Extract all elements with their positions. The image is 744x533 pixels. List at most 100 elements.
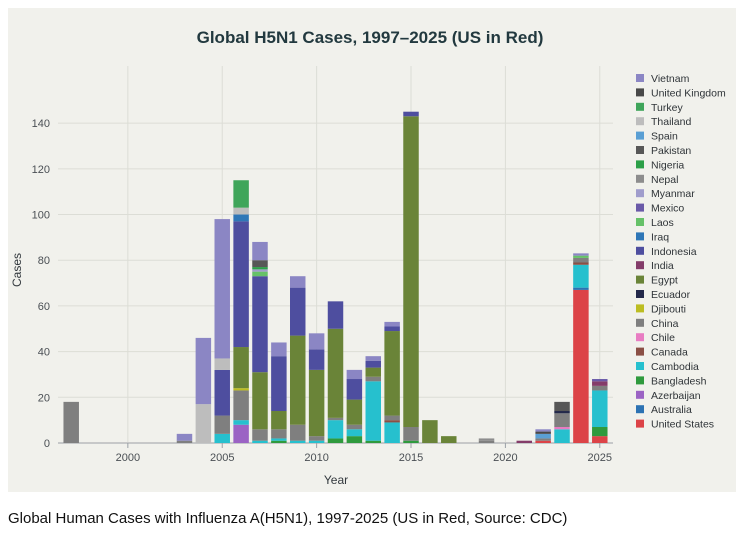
bar-indonesia-2007 [252,276,268,373]
legend-label-laos: Laos [651,217,674,229]
bar-thailand-2004 [195,404,212,443]
y-tick-label: 60 [38,301,50,313]
bar-egypt-2016 [422,420,438,443]
bar-bangladesh-2025 [592,427,608,437]
bar-bangladesh-2013 [365,440,381,443]
x-tick-label: 2010 [304,452,328,464]
legend-label-ecuador: Ecuador [651,289,691,301]
bar-nigeria-2007 [252,267,268,270]
bar-indonesia-2014 [384,326,400,332]
bar-indonesia-2011 [327,301,344,329]
y-tick-label: 0 [44,438,50,450]
legend-swatch-cambodia [636,362,644,370]
y-axis-label: Cases [10,253,24,287]
x-tick-label: 2000 [116,452,140,464]
bar-china-2012 [346,424,363,430]
legend-label-bangladesh: Bangladesh [651,375,707,387]
y-tick-label: 40 [38,347,50,359]
bar-egypt-2007 [252,372,268,430]
y-tick-label: 100 [32,210,50,222]
bar-cambodia-2006 [233,420,249,425]
legend-label-djibouti: Djibouti [651,303,686,315]
bar-china-2007 [252,429,268,441]
legend-label-australia: Australia [651,404,692,416]
bar-china-2023 [554,413,570,428]
legend-label-iraq: Iraq [651,231,669,243]
legend: Vietnam United Kingdom Turkey Thailand Spain… [636,73,726,431]
legend-label-chile: Chile [651,332,675,344]
legend-label-nepal: Nepal [651,174,678,186]
legend-label-mexico: Mexico [651,203,684,215]
legend-label-azerbaijan: Azerbaijan [651,390,701,402]
bar-chile-2023 [554,427,570,430]
chart-figure: Global H5N1 Cases, 1997–2025 (US in Red)… [8,8,736,492]
bar-vietnam-2022 [535,429,551,432]
legend-swatch-pakistan [636,146,644,154]
axis-layer: 0 20 40 60 80 100 120 140 2000 2005 2010 2015 2020 20… [32,118,612,464]
bar-vietnam-2004 [195,337,212,405]
bar-cambodia-2007 [252,440,268,443]
bar-pakistan-2007 [252,260,268,268]
legend-swatch-vietnam [636,74,644,82]
x-tick-label: 2025 [588,452,612,464]
legend-label-spain: Spain [651,131,678,143]
bar-egypt-2010 [308,369,325,437]
legend-label-india: India [651,260,674,272]
bar-china-2025 [592,385,608,391]
bar-cambodia-2010 [308,440,325,443]
bar-australia-2024 [573,287,589,290]
bar-azerbaijan-2006 [233,424,249,443]
bar-united-states-2022 [535,440,551,443]
legend-swatch-mexico [636,203,644,212]
legend-swatch-chile [636,333,644,342]
bar-egypt-2017 [441,436,457,443]
legend-label-egypt: Egypt [651,275,678,287]
bar-united-kingdom-2022 [535,431,551,434]
bar-cambodia-2012 [346,429,363,437]
legend-label-nigeria: Nigeria [651,159,684,171]
bar-cambodia-2009 [290,440,306,443]
x-tick-label: 2020 [493,452,517,464]
bar-vietnam-2009 [290,276,306,288]
x-tick-label: 2005 [210,452,234,464]
x-axis-label: Year [324,473,348,487]
legend-label-myanmar: Myanmar [651,188,695,200]
bar-cambodia-2011 [327,420,344,439]
bar-canada-2024 [573,262,589,265]
bars-layer [63,111,608,443]
bar-china-2014 [384,415,400,421]
bar-vietnam-2013 [365,356,381,361]
bar-egypt-2012 [346,399,363,425]
legend-label-china: China [651,318,679,330]
figure-caption: Global Human Cases with Influenza A(H5N1… [8,510,568,527]
bar-china-2008 [271,429,287,439]
bar-egypt-2011 [327,328,344,418]
bar-thailand-2006 [233,207,249,215]
legend-swatch-united-kingdom [636,88,644,97]
bar-egypt-2013 [365,367,381,377]
bar-cambodia-2025 [592,390,608,428]
bar-indonesia-2005 [214,369,230,416]
legend-label-united-states: United States [651,419,714,431]
legend-swatch-australia [636,405,644,414]
bar-indonesia-2012 [346,379,363,400]
bar-bangladesh-2011 [327,438,344,443]
legend-swatch-ecuador [636,290,644,298]
y-tick-label: 20 [38,392,50,404]
legend-swatch-laos [636,218,644,226]
bar-bangladesh-2015 [403,440,419,443]
legend-swatch-nepal [636,174,644,183]
bar-vietnam-2014 [384,321,400,327]
bar-egypt-2006 [233,347,249,389]
legend-swatch-thailand [636,117,644,126]
bar-cambodia-2023 [554,429,570,443]
legend-swatch-bangladesh [636,376,644,385]
bar-bangladesh-2008 [271,440,287,443]
legend-label-united-kingdom: United Kingdom [651,87,726,99]
bar-india-2021 [516,440,533,443]
bar-indonesia-2015 [403,111,419,117]
bar-cambodia-2013 [365,381,381,441]
legend-label-thailand: Thailand [651,116,691,128]
bar-laos-2024 [573,255,589,258]
bar-china-2010 [308,436,325,441]
